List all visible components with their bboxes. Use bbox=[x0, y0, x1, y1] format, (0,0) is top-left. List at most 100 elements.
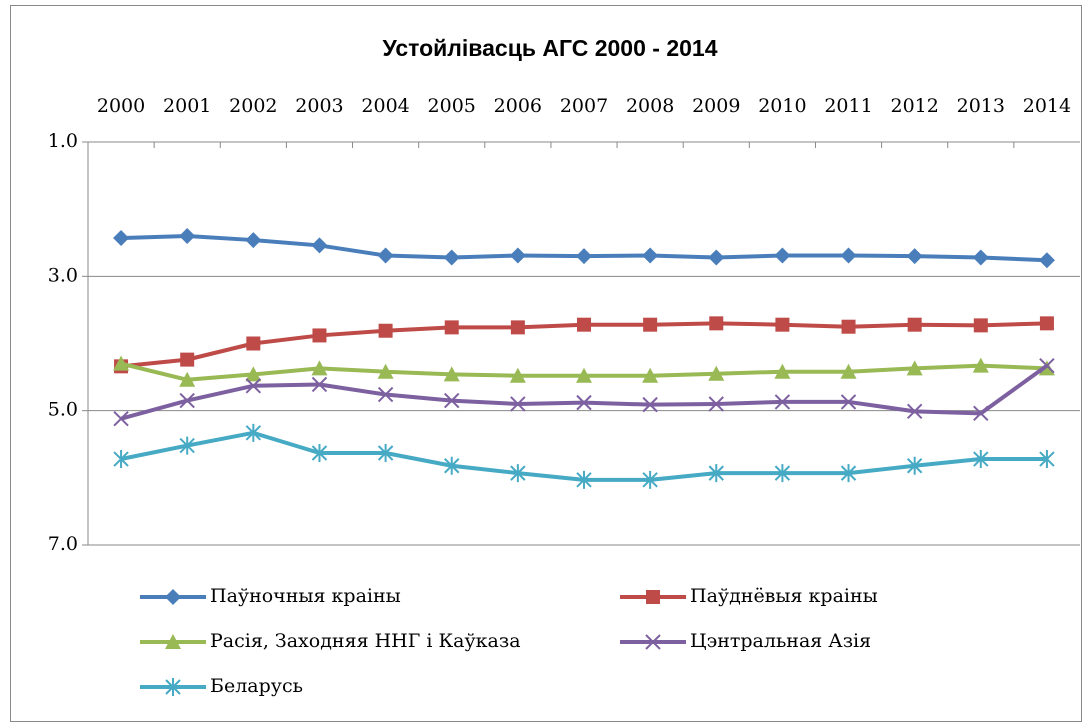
marker bbox=[311, 360, 328, 376]
marker bbox=[642, 367, 659, 383]
marker bbox=[179, 392, 195, 409]
marker bbox=[1039, 316, 1054, 331]
marker bbox=[443, 366, 460, 382]
x-tick-label: 2012 bbox=[890, 95, 938, 117]
marker bbox=[577, 317, 591, 332]
marker bbox=[378, 323, 393, 338]
marker bbox=[1039, 450, 1055, 469]
marker bbox=[643, 317, 658, 332]
marker bbox=[377, 386, 394, 403]
x-tick-label: 2010 bbox=[758, 95, 806, 117]
x-tick-label: 2005 bbox=[428, 95, 476, 117]
x-tick-label: 2003 bbox=[295, 95, 343, 117]
marker bbox=[245, 378, 262, 394]
marker bbox=[245, 423, 262, 442]
x-tick-label: 2006 bbox=[494, 95, 542, 117]
marker bbox=[510, 464, 526, 483]
marker bbox=[708, 365, 725, 381]
x-tick-label: 2001 bbox=[163, 95, 211, 117]
marker bbox=[113, 411, 129, 427]
marker bbox=[510, 396, 526, 412]
marker bbox=[179, 228, 196, 245]
marker bbox=[840, 247, 857, 264]
marker bbox=[907, 317, 922, 332]
x-tick-label: 2014 bbox=[1023, 95, 1071, 117]
marker bbox=[113, 230, 130, 247]
marker bbox=[311, 443, 328, 462]
x-tick-label: 2007 bbox=[560, 95, 608, 117]
marker bbox=[377, 443, 394, 462]
marker bbox=[973, 318, 988, 333]
marker bbox=[576, 367, 592, 383]
marker bbox=[906, 248, 923, 265]
marker bbox=[906, 403, 923, 420]
marker bbox=[840, 464, 857, 483]
y-tick-label: 5.0 bbox=[48, 399, 78, 421]
marker bbox=[708, 464, 724, 483]
marker bbox=[972, 249, 989, 266]
x-tick-label: 2011 bbox=[824, 95, 872, 117]
marker bbox=[1039, 357, 1055, 374]
marker bbox=[645, 634, 661, 650]
marker bbox=[245, 232, 262, 249]
legend-label: Цэнтральная Азія bbox=[690, 630, 871, 652]
marker bbox=[708, 396, 724, 412]
x-tick-label: 2004 bbox=[361, 95, 409, 117]
marker bbox=[840, 394, 857, 410]
marker bbox=[245, 366, 262, 382]
marker bbox=[840, 363, 857, 379]
marker bbox=[972, 357, 989, 373]
marker bbox=[642, 247, 659, 264]
y-tick-label: 7.0 bbox=[48, 533, 78, 555]
marker bbox=[576, 248, 592, 265]
x-tick-label: 2002 bbox=[229, 95, 277, 117]
marker bbox=[312, 328, 327, 343]
marker bbox=[180, 352, 195, 367]
y-tick-label: 1.0 bbox=[48, 130, 78, 152]
legend-label: Беларусь bbox=[210, 675, 303, 697]
marker bbox=[1038, 252, 1055, 269]
y-tick-label: 3.0 bbox=[48, 264, 78, 286]
marker bbox=[642, 470, 658, 489]
marker bbox=[179, 436, 195, 455]
marker bbox=[165, 589, 181, 605]
marker bbox=[906, 360, 923, 376]
marker bbox=[576, 394, 592, 411]
marker bbox=[443, 249, 460, 266]
marker bbox=[774, 464, 791, 483]
marker bbox=[841, 319, 856, 334]
chart-title: Устойлівасць АГС 2000 - 2014 bbox=[382, 35, 717, 61]
x-tick-label: 2000 bbox=[97, 95, 145, 117]
marker bbox=[377, 247, 394, 264]
marker bbox=[377, 363, 394, 379]
marker bbox=[709, 316, 724, 331]
marker bbox=[509, 367, 526, 383]
marker bbox=[113, 450, 129, 469]
marker bbox=[774, 247, 791, 264]
marker bbox=[444, 392, 460, 409]
marker bbox=[774, 394, 791, 410]
marker bbox=[509, 247, 526, 264]
marker bbox=[775, 317, 790, 332]
marker bbox=[774, 363, 791, 379]
marker bbox=[906, 456, 923, 475]
x-tick-label: 2009 bbox=[692, 95, 740, 117]
marker bbox=[444, 320, 459, 335]
marker bbox=[646, 590, 660, 604]
legend-label: Паўднёвыя краіны bbox=[690, 585, 878, 607]
marker bbox=[510, 320, 525, 335]
marker bbox=[576, 470, 592, 489]
marker bbox=[973, 450, 989, 469]
marker bbox=[311, 237, 328, 254]
marker bbox=[246, 336, 261, 351]
marker bbox=[311, 376, 328, 393]
marker bbox=[444, 456, 460, 475]
legend-label: Паўночныя краіны bbox=[210, 585, 401, 607]
x-tick-label: 2013 bbox=[957, 95, 1005, 117]
marker bbox=[179, 371, 196, 387]
legend-label: Расія, Заходняя ННГ і Каўказа bbox=[210, 630, 521, 652]
marker bbox=[642, 396, 658, 413]
marker bbox=[165, 678, 181, 696]
x-tick-label: 2008 bbox=[626, 95, 674, 117]
